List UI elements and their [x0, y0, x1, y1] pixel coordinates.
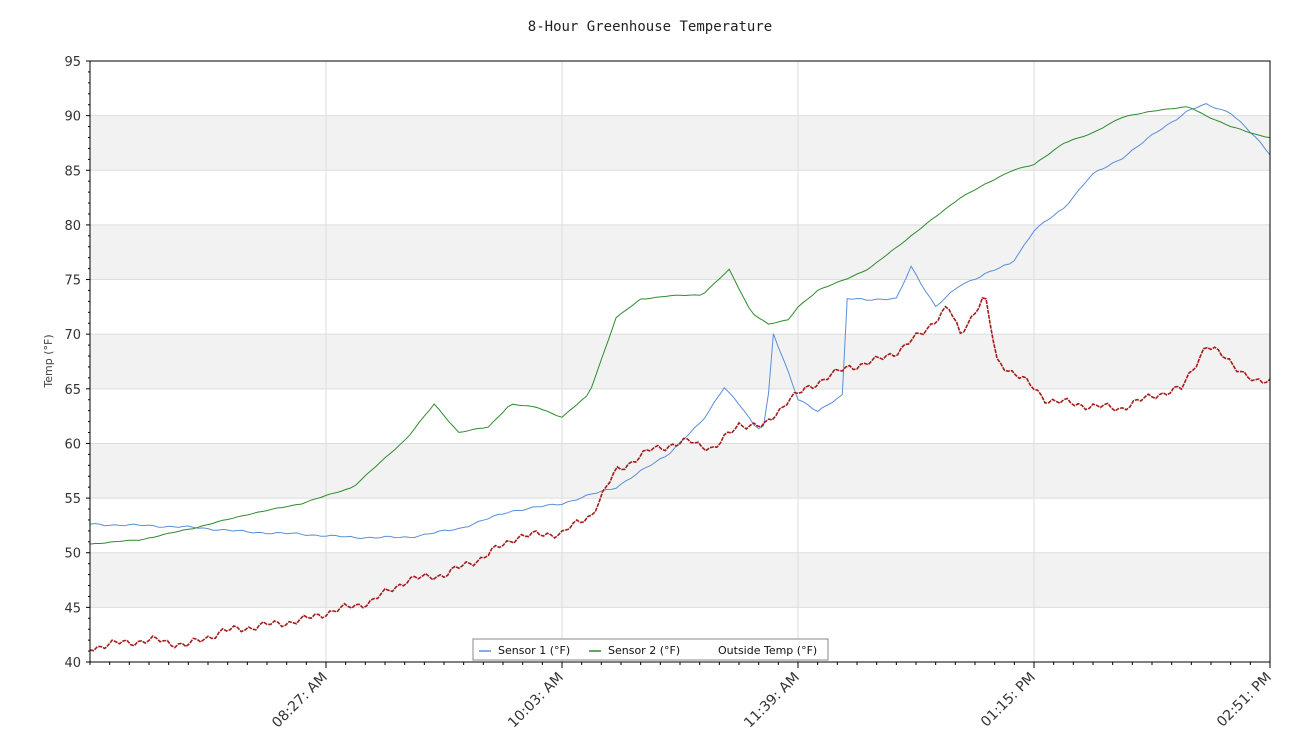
y-axis-label: Temp (°F)	[42, 334, 55, 388]
legend-item-label: Sensor 2 (°F)	[608, 644, 680, 657]
plot-band	[90, 115, 1270, 171]
chart-title: 8-Hour Greenhouse Temperature	[528, 19, 772, 35]
x-tick-label: 10:03: AM	[505, 670, 567, 732]
y-tick-label: 75	[64, 274, 81, 289]
y-tick-label: 45	[64, 601, 81, 616]
legend-item-label: Outside Temp (°F)	[718, 644, 817, 657]
x-tick-label: 02:51: PM	[1214, 670, 1275, 731]
legend-box	[472, 638, 829, 661]
x-axis: 08:27: AM 10:03: AM 11:39: AM 01:15: PM 02:5…	[89, 662, 1275, 732]
plot-band	[90, 552, 1270, 608]
plot-bands	[90, 115, 1270, 608]
legend-item-label: Sensor 1 (°F)	[498, 644, 570, 657]
x-tick-label: 01:15: PM	[978, 670, 1039, 731]
legend: Sensor 1 (°F) Sensor 2 (°F) Outside Temp (…	[472, 638, 829, 661]
y-tick-label: 55	[64, 492, 81, 507]
x-tick-label: 08:27: AM	[269, 670, 331, 732]
y-tick-label: 90	[64, 110, 81, 125]
x-tick-label: 11:39: AM	[741, 670, 803, 732]
y-tick-label: 65	[64, 383, 81, 398]
series-line	[89, 296, 1271, 652]
series-layer	[89, 103, 1271, 652]
series-line	[89, 103, 1271, 540]
y-tick-label: 95	[64, 55, 81, 70]
plot-band	[90, 224, 1270, 280]
plot-band	[90, 334, 1270, 389]
y-tick-label: 85	[64, 164, 81, 179]
y-tick-label: 70	[64, 328, 81, 343]
y-tick-label: 60	[64, 437, 81, 452]
y-axis: 40 45 50 55 60 65 70 75 80 85 90 95	[64, 55, 90, 671]
y-tick-label: 40	[64, 656, 81, 671]
plot-band	[90, 443, 1270, 499]
y-tick-label: 80	[64, 219, 81, 234]
series-line	[89, 106, 1271, 545]
y-tick-label: 50	[64, 547, 81, 562]
